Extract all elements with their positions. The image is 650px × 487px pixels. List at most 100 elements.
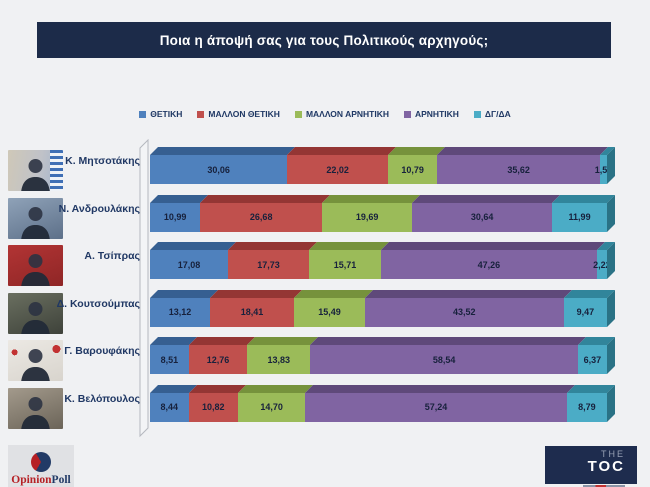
opinionpoll-text-poll: Poll [51,474,71,486]
bar-value-label: 35,62 [507,164,530,175]
bar-value-label: 13,12 [168,307,192,317]
legend-label: ΔΓ/ΔΑ [484,109,511,119]
stacked-bar: 13,12 18,41 15,49 43,52 9,47 [150,297,607,327]
bar-value-label: 18,41 [240,307,264,317]
leader-name: Γ. Βαρουφάκης [64,345,140,357]
thetoc-strip-decoration [583,485,625,487]
legend-swatch-icon [473,110,481,118]
bar-segment: 17,73 [228,250,310,279]
bar-value-label: 10,79 [401,164,424,175]
opinionpoll-pie-icon [31,452,51,472]
bar-segment: 18,41 [209,297,295,327]
bar-value-label: 2,22 [593,259,611,270]
opinionpoll-text-opinion: Opinion [11,474,52,486]
stacked-bar: 10,99 26,68 19,69 30,64 11,99 [150,202,607,232]
bar-value-label: 17,73 [257,259,280,270]
bar-segment: 35,62 [437,155,601,184]
bar-value-label: 11,99 [568,212,591,222]
stacked-bar: 8,51 12,76 13,83 58,54 6,37 [150,345,607,374]
chart-row: Α. Τσίπρας 17,08 17,73 15,71 47,26 2,22 [0,242,650,286]
bar-segment: 2,22 [593,250,611,279]
bar-segment: 14,70 [238,392,306,422]
legend-item: ΜΑΛΛΟΝ ΑΡΝΗΤΙΚΗ [294,109,389,119]
bar-segment: 30,06 [150,155,288,184]
opinionpoll-wordmark: OpinionPoll [11,474,70,486]
opinionpoll-logo: OpinionPoll [8,445,74,487]
bar-value-label: 58,54 [432,354,456,365]
leader-photo-velopoulos [8,387,63,429]
legend-item: ΔΓ/ΔΑ [473,109,511,119]
legend-swatch-icon [197,110,205,118]
legend-item: ΘΕΤΙΚΗ [139,109,182,119]
leader-photo-varoufakis [8,340,63,381]
bar-value-label: 26,68 [249,212,273,222]
legend-swatch-icon [139,110,147,118]
bar-value-label: 30,06 [207,164,230,175]
bar-value-label: 22,02 [326,164,349,175]
bar-segment: 6,37 [577,345,607,374]
bar-value-label: 10,99 [163,212,187,222]
thetoc-logo: THE TOC [545,446,637,487]
bar-segment: 9,47 [563,297,607,327]
leader-name: Κ. Βελόπουλος [64,392,140,405]
bar-segment: 43,52 [364,297,564,327]
bar-segment: 17,08 [150,250,229,279]
bar-segment: 8,44 [150,392,189,422]
bar-segment: 12,76 [188,345,248,374]
bar-value-label: 14,70 [260,402,283,412]
bar-value-label: 17,08 [177,259,201,270]
bar-segment: 8,51 [150,345,189,374]
title-bar: Ποια η άποψή σας για τους Πολιτικούς αρχ… [37,22,611,58]
legend-label: ΑΡΝΗΤΙΚΗ [414,109,459,119]
bar-value-label: 10,82 [202,402,225,412]
bar-segment: 13,83 [247,345,311,374]
bar-segment: 10,82 [188,392,238,422]
page-title: Ποια η άποψή σας για τους Πολιτικούς αρχ… [159,32,489,48]
bar-value-label: 8,79 [578,402,596,412]
bar-value-label: 13,83 [267,354,291,365]
bar-segment: 22,02 [287,155,388,184]
bar-value-label: 43,52 [453,307,476,317]
bar-value-label: 57,24 [424,402,448,412]
bar-segment: 47,26 [380,250,597,279]
legend-label: ΜΑΛΛΟΝ ΘΕΤΙΚΗ [208,109,280,119]
bar-value-label: 15,71 [333,259,357,270]
bar-value-label: 8,44 [160,402,179,412]
bar-value-label: 9,47 [576,307,595,317]
bar-value-label: 47,26 [477,259,501,270]
bar-segment: 10,99 [150,202,201,232]
chart-axis-wall [139,139,149,438]
bar-segment: 10,79 [387,155,438,184]
bar-value-label: 30,64 [470,212,494,222]
bar-segment: 26,68 [200,202,323,232]
bar-segment: 11,99 [552,202,607,232]
chart-row: Γ. Βαρουφάκης 8,51 12,76 13,83 58,54 6,37 [0,337,650,381]
bar-value-label: 6,37 [583,354,602,365]
leader-photo-tsipras [8,245,63,286]
leader-name: Α. Τσίπρας [84,250,140,262]
bar-segment: 19,69 [322,202,413,232]
thetoc-text-toc: TOC [587,458,625,475]
bar-segment: 57,24 [305,392,567,422]
legend-label: ΘΕΤΙΚΗ [150,109,183,119]
legend-item: ΑΡΝΗΤΙΚΗ [403,109,459,119]
bar-segment: 15,49 [294,297,365,327]
stacked-bar: 30,06 22,02 10,79 35,62 1,51 [150,155,612,184]
bar-value-label: 15,49 [318,307,341,317]
legend-item: ΜΑΛΛΟΝ ΘΕΤΙΚΗ [197,109,280,119]
chart-area: Κ. Μητσοτάκης 30,06 22,02 10,79 35,62 1,51 Ν. … [0,139,650,444]
leader-name: Δ. Κουτσούμπας [56,297,140,310]
thetoc-text-the: THE [601,449,625,459]
bar-segment: 58,54 [310,345,578,374]
chart-row: Κ. Μητσοτάκης 30,06 22,02 10,79 35,62 1,51 [0,147,650,191]
leader-name: Ν. Ανδρουλάκης [58,202,140,215]
bar-segment: 30,64 [412,202,553,232]
legend-swatch-icon [403,110,411,118]
chart-legend: ΘΕΤΙΚΗ ΜΑΛΛΟΝ ΘΕΤΙΚΗ ΜΑΛΛΟΝ ΑΡΝΗΤΙΚΗ ΑΡΝΗΤΙ… [0,109,650,119]
legend-label: ΜΑΛΛΟΝ ΑΡΝΗΤΙΚΗ [305,109,389,119]
stacked-bar: 8,44 10,82 14,70 57,24 8,79 [150,392,607,422]
leader-photo-koutsoumpas [8,292,63,334]
leader-name: Κ. Μητσοτάκης [65,155,140,167]
bar-value-label: 12,76 [206,354,230,365]
